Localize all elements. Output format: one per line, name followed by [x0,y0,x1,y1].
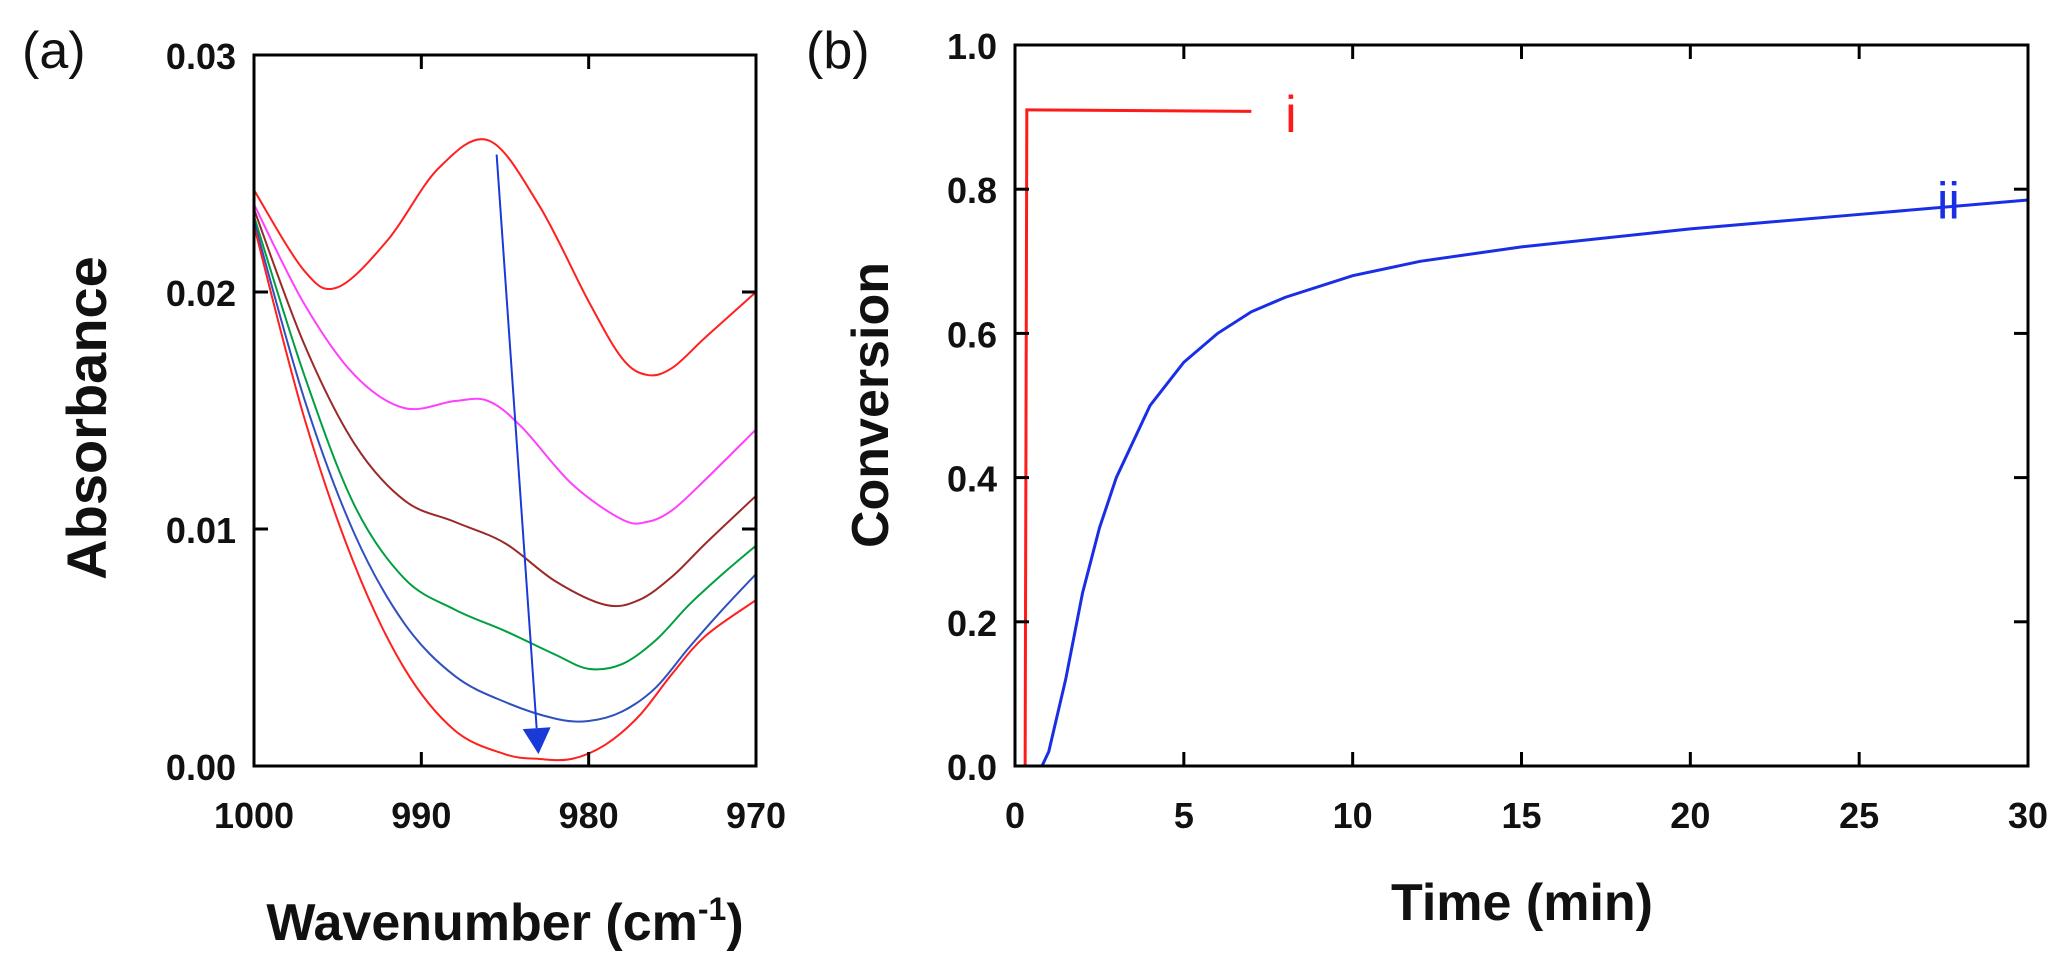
panel-b-series-labels: iii [1285,86,1960,231]
series-line-spectrum-1 [253,138,757,377]
panel-b-ylabel: Conversion [842,262,900,548]
panel-a-label: (a) [22,22,86,80]
panel-a-xlabel: Wavenumber (cm-1) [266,891,743,952]
panel-a-y-ticks: 0.00 0.01 0.02 0.03 [166,36,756,788]
panel-b-plot-area [1015,108,2029,768]
panel-a-frame [252,53,758,768]
panel-b-label: (b) [806,22,870,80]
x-tick-label: 970 [726,795,786,836]
panel-b: (b) 0.00.20.40.60.81.0 0 5 10 15 20 25 30 iii … [806,22,2048,932]
panel-b-x-ticks: 0 5 10 15 20 25 30 [1005,45,2048,836]
x-tick-label: 980 [559,795,619,836]
x-tick-label: 0 [1005,795,1025,836]
series-line-spectrum-4 [253,215,757,671]
x-tick-label: 20 [1670,795,1710,836]
y-tick-label: 1.0 [947,26,997,67]
series-label-i: i [1285,86,1297,144]
y-tick-label: 0.8 [947,170,997,211]
series-line-ii [1015,198,2029,768]
x-tick-label: 1000 [214,795,294,836]
series-line-spectrum-6 [253,225,757,762]
y-tick-label: 0.00 [166,747,236,788]
series-line-i [1015,108,1252,768]
x-tick-label: 10 [1333,795,1373,836]
x-tick-label: 15 [1501,795,1541,836]
panel-a-plot-area [253,138,757,762]
series-line-spectrum-3 [253,208,757,608]
y-tick-label: 0.6 [947,314,997,355]
x-tick-label: 990 [391,795,451,836]
trend-arrow-head [522,727,551,755]
panel-a-x-ticks: 1000 990 980 970 [214,55,786,836]
y-tick-label: 0.03 [166,36,236,77]
y-tick-label: 0.0 [947,747,997,788]
y-tick-label: 0.4 [947,459,997,500]
series-line-spectrum-5 [253,220,757,723]
y-tick-label: 0.01 [166,510,236,551]
series-line-spectrum-2 [253,203,757,525]
y-tick-label: 0.02 [166,273,236,314]
x-tick-label: 5 [1174,795,1194,836]
x-tick-label: 30 [2008,795,2048,836]
series-label-ii: ii [1937,172,1960,230]
x-tick-label: 25 [1839,795,1879,836]
panel-b-frame [1013,43,2030,768]
panel-b-xlabel: Time (min) [1391,874,1653,932]
panel-a-ylabel: Absorbance [55,256,118,580]
panel-b-y-ticks: 0.0 0.2 0.4 0.6 0.8 1.0 [947,26,2028,788]
y-tick-label: 0.2 [947,603,997,644]
trend-arrow-shaft [495,154,538,729]
panel-a: (a) 0.00 0.01 0.02 0.03 1000 990 980 970 Absor… [22,22,786,952]
